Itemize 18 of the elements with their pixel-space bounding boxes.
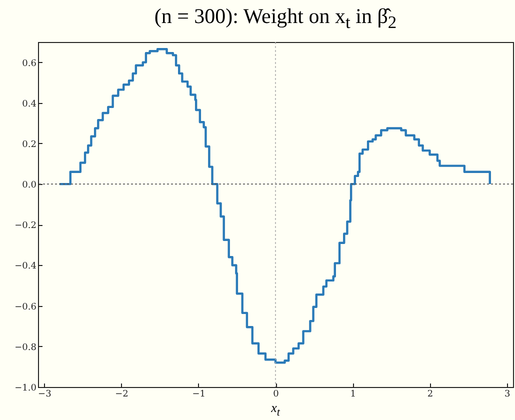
x-tick-label: 0	[273, 390, 280, 400]
x-axis-title: x$_{t}$	[270, 400, 281, 419]
y-tick-label: 0.4	[22, 99, 37, 110]
x-tick-label: −3	[38, 390, 52, 400]
x-tick-label: 3	[504, 390, 510, 400]
y-tick-label: −0.6	[14, 302, 37, 312]
y-tick-label: 0.6	[22, 58, 37, 69]
chart-title: (n = 300): Weight on x$_{t}$ in β̂$_{2}$	[153, 4, 398, 34]
y-tick-label: −1.0	[14, 384, 37, 394]
x-tick-label: 1	[350, 390, 356, 400]
y-tick-label: 0.0	[22, 180, 37, 191]
x-tick-label: −2	[115, 390, 128, 400]
y-tick-label: −0.2	[14, 221, 36, 232]
x-tick-label: 2	[427, 390, 434, 400]
y-tick-label: −0.4	[14, 262, 37, 272]
y-tick-label: 0.2	[22, 140, 36, 150]
x-tick-label: −1	[192, 390, 206, 400]
y-tick-label: −0.8	[14, 342, 37, 353]
